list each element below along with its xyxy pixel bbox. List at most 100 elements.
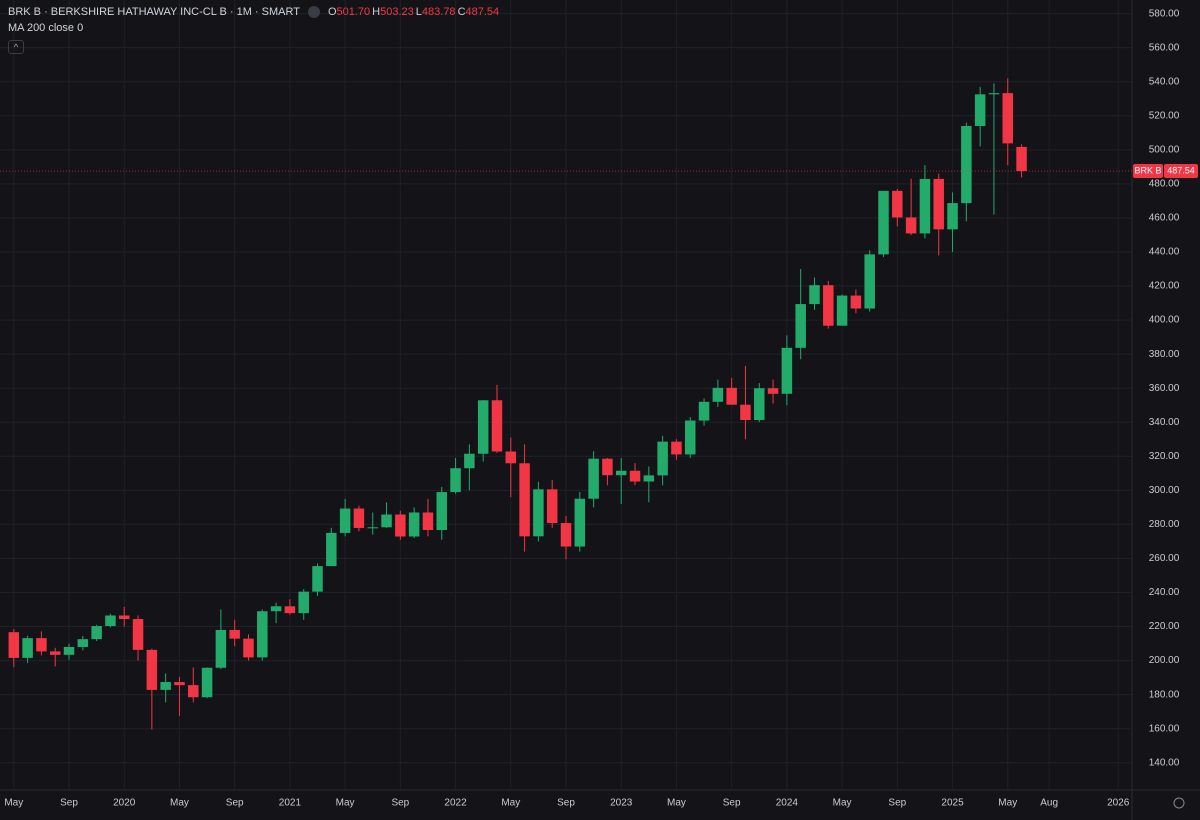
ohlc-key: H [372,6,381,18]
candle-body [712,387,724,402]
visibility-toggle[interactable] [307,6,320,18]
y-tick-label: 540.00 [1149,76,1180,87]
candle-body [160,682,171,690]
candle-body [740,404,751,421]
x-tick-label: 2021 [279,798,302,809]
indicator-label: MA 200 close 0 [8,22,84,34]
candle-body [450,468,461,493]
candle-body [560,523,572,547]
y-tick-label: 220.00 [1149,621,1180,632]
candle-body [726,387,737,405]
x-tick-label: Sep [723,798,741,809]
candle-body [284,606,296,614]
y-tick-label: 560.00 [1149,42,1180,53]
candle-body [988,93,1000,95]
candle-body [91,626,102,640]
candle-body [947,203,958,230]
x-tick-label: May [4,798,23,809]
candle-body [201,667,213,698]
candle-body [961,125,972,204]
candle-body [905,217,917,234]
candle-body [464,453,475,469]
candle-body [643,475,655,482]
candle-body [408,512,420,537]
candle-body [436,492,448,531]
ohlc-key: O [327,6,337,18]
candle-body [629,470,641,482]
x-tick-label: May [833,798,852,809]
candle-body [809,285,820,305]
indicator-row: MA 200 close 0 [8,20,501,36]
candle-body [298,591,309,614]
y-tick-label: 440.00 [1149,247,1180,258]
candle-body [754,388,765,421]
candle-body [257,611,268,658]
candle-body [864,254,875,309]
symbol-tag [1133,164,1163,179]
candle-body [533,489,544,537]
candle-body [63,646,75,655]
y-tick-label: 380.00 [1149,349,1180,360]
plot [8,78,1027,730]
y-tick-label: 340.00 [1149,417,1180,428]
settings-icon[interactable] [1173,797,1185,809]
candle-body [546,489,558,524]
candle-body [367,527,378,529]
candle-body [132,619,144,650]
y-tick-label: 180.00 [1149,689,1180,700]
candle-body [823,285,834,326]
candle-body [519,463,530,537]
x-tick-label: 2023 [610,798,633,809]
y-tick-label: 140.00 [1149,757,1180,768]
price-tag-label: 487.54 [1167,165,1195,175]
legend-header: BRK B · BERKSHIRE HATHAWAY INC-CL B · 1M… [8,4,501,54]
candle-body [491,400,503,452]
price-tag [1164,164,1198,179]
y-tick-label: 240.00 [1149,587,1180,598]
y-tick-label: 200.00 [1149,655,1180,666]
y-tick-label: 160.00 [1149,723,1180,734]
ohlc-values: O 501.70 H 503.23 L 483.78 C 487.54 [328,5,501,19]
symbol-tag-label: BRK B [1134,165,1161,175]
x-tick-label: May [667,798,686,809]
x-tick-label: May [501,798,520,809]
candle-body [381,514,392,528]
candle-body [588,458,599,499]
candle-body [795,304,806,348]
candle-body [850,295,862,309]
candle-body [684,420,696,455]
x-tick-label: May [336,798,355,809]
candle-body [118,615,130,620]
candle-body [1016,146,1027,172]
collapse-button[interactable]: ^ [8,40,24,54]
y-tick-label: 500.00 [1149,144,1180,155]
candle-body [326,532,337,567]
y-tick-label: 580.00 [1149,8,1180,19]
candle-body [836,295,848,326]
candle-body [146,649,158,690]
candle-body [243,638,254,658]
candle-body [77,639,89,647]
x-tick-label: 2022 [444,798,467,809]
candle-body [615,470,627,476]
x-tick-label: Sep [226,798,244,809]
ohlc-key: L [415,6,422,18]
candle-body [1002,93,1014,144]
candle-body [105,615,116,627]
candle-body [188,685,199,698]
candle-body [657,441,668,476]
candle-body [215,629,227,668]
candle-body [505,451,517,464]
candle-body [878,190,889,255]
y-tick-label: 300.00 [1149,485,1180,496]
candle-body [698,401,710,421]
y-tick-label: 520.00 [1149,110,1180,121]
x-tick-label: 2026 [1107,798,1130,809]
candle-body [974,94,986,126]
x-tick-label: 2024 [776,798,799,809]
x-tick-label: 2020 [113,798,136,809]
x-tick-label: Sep [557,798,575,809]
ohlc-value: 483.78 [421,6,456,18]
ohlc-value: 487.54 [465,6,500,18]
candle-body [767,388,779,394]
